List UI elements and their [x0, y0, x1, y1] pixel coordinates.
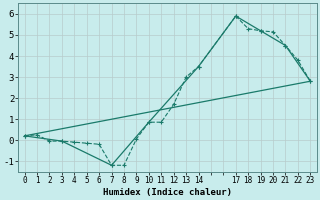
X-axis label: Humidex (Indice chaleur): Humidex (Indice chaleur)	[103, 188, 232, 197]
